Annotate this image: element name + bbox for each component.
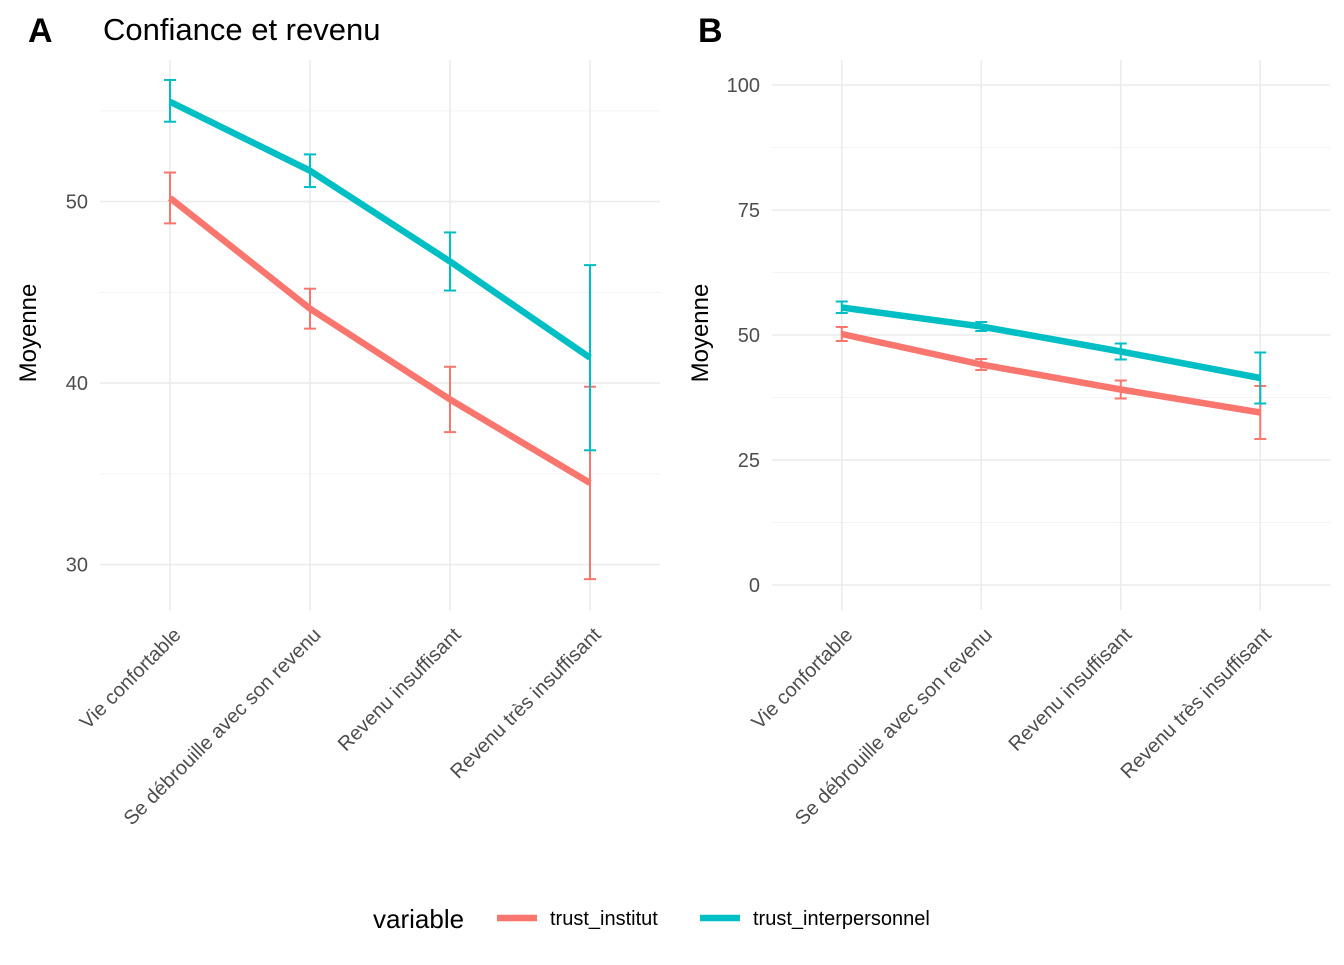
- panel-title: Confiance et revenu: [103, 12, 380, 47]
- legend-label: trust_interpersonnel: [753, 908, 930, 930]
- y-axis-title: Moyenne: [15, 284, 42, 383]
- x-tick-label: Revenu très insuffisant: [1117, 624, 1276, 783]
- panel-tag: A: [28, 12, 53, 50]
- series-line: [170, 198, 590, 483]
- legend: variable trust_institut trust_interpersonn…: [373, 904, 930, 934]
- series-trust_institut: [164, 173, 596, 580]
- x-tick-label: Vie confortable: [76, 624, 186, 734]
- series-trust_interpersonnel: [836, 302, 1267, 404]
- y-axis-title: Moyenne: [687, 284, 714, 383]
- series-line: [170, 102, 590, 358]
- x-tick-label: Revenu insuffisant: [1005, 624, 1137, 756]
- y-tick-label: 50: [66, 192, 88, 214]
- series-trust_institut: [836, 327, 1267, 439]
- y-tick-label: 0: [749, 575, 760, 597]
- legend-title: variable: [373, 904, 464, 934]
- y-tick-label: 40: [66, 373, 88, 395]
- series-line: [842, 308, 1261, 379]
- y-tick-label: 75: [738, 200, 760, 222]
- series-trust_interpersonnel: [164, 80, 596, 450]
- x-tick-label: Revenu très insuffisant: [446, 624, 605, 783]
- series-line: [842, 334, 1261, 413]
- panel-tag: B: [698, 12, 723, 50]
- legend-label: trust_institut: [550, 908, 658, 930]
- x-tick-label: Revenu insuffisant: [334, 624, 466, 756]
- y-tick-label: 50: [738, 325, 760, 347]
- y-tick-label: 100: [727, 75, 760, 97]
- x-tick-label: Vie confortable: [748, 624, 858, 734]
- y-tick-label: 30: [66, 555, 88, 577]
- y-tick-label: 25: [738, 450, 760, 472]
